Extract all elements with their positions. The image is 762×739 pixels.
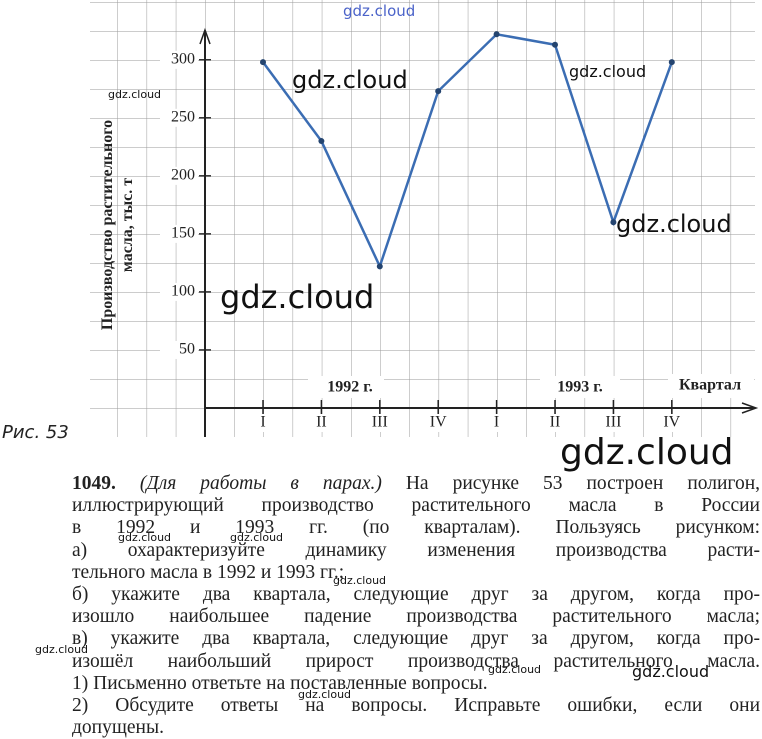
x-tick-label: II (316, 414, 327, 431)
tick-bg (599, 414, 628, 432)
data-point (493, 31, 500, 38)
exercise-line: б) укажите два квартала, следующие друг … (72, 584, 760, 605)
y-arrow (199, 27, 211, 45)
watermark: gdz.cloud (616, 210, 732, 238)
x-tick-label: II (550, 414, 561, 431)
data-point (668, 59, 675, 66)
exercise-line: 1) Письменно ответьте на поставленные во… (72, 672, 488, 694)
tick-bg (160, 282, 198, 301)
tick-bg (160, 224, 198, 243)
watermark: gdz.cloud (343, 2, 416, 20)
exercise-line: в 1992 и 1993 гг. (по кварталам). Пользу… (72, 517, 760, 539)
exercise-line: в) укажите два квартала, следующие друг … (72, 628, 760, 650)
exercise-text: На рисунке 53 построен полигон, (405, 473, 761, 494)
exercise-note: (Для работы в парах.) (139, 473, 382, 494)
year-label: 1992 г. (327, 379, 372, 396)
tick-bg (365, 414, 394, 432)
data-point (435, 88, 442, 95)
exercise-line: 1049. (Для работы в парах.) На рисунке 5… (72, 473, 760, 495)
exercise-line: изошло наибольшее падение производства р… (72, 606, 760, 628)
tick-bg (307, 414, 336, 432)
x-tick-label: III (605, 414, 621, 431)
exercise-line: изошёл наибольший прирост производства р… (72, 650, 760, 672)
watermark: gdz.cloud (292, 66, 408, 94)
watermark: gdz.cloud (220, 278, 375, 316)
y-tick-label: 250 (171, 109, 195, 126)
tick-bg (541, 414, 569, 432)
data-point (610, 219, 617, 226)
exercise-line: тельного масла в 1992 и 1993 гг.; (72, 561, 345, 583)
watermark: gdz.cloud (632, 662, 710, 681)
y-tick-label: 50 (179, 341, 195, 358)
exercise-line: иллюстрирующий производство растительног… (72, 495, 760, 517)
y-tick-label: 150 (171, 225, 195, 242)
exercise-number: 1049. (72, 473, 116, 494)
x-tick-label: I (260, 414, 265, 431)
watermark: gdz.cloud (35, 643, 89, 656)
chart: 1992 г. 1993 г. Квартал 50 100 150 200 250 30… (90, 0, 759, 437)
y-axis-label: Производство растительного масла, тыс. т (99, 119, 136, 331)
tick-bg (160, 50, 198, 69)
tick-bg (160, 166, 198, 185)
year-label: 1993 г. (557, 379, 602, 396)
watermark: gdz.cloud (333, 574, 387, 587)
y-tick-label: 200 (171, 167, 195, 184)
label-bg (540, 376, 620, 398)
watermark: gdz.cloud (118, 531, 172, 544)
label-bg (308, 376, 384, 398)
data-point (376, 263, 383, 270)
x-tick-label: III (372, 414, 388, 431)
watermark: gdz.cloud (230, 531, 284, 544)
grid-pattern (90, 0, 755, 437)
tick-bg (160, 108, 198, 127)
data-point (260, 59, 266, 66)
x-arrow (741, 402, 759, 414)
label-bg (668, 374, 754, 398)
watermark: gdz.cloud (560, 432, 734, 473)
exercise-line: а) охарактеризуйте динамику изменения пр… (72, 539, 760, 561)
data-point (552, 41, 558, 48)
exercise-line: 2) Обсудите ответы на вопросы. Исправьте… (72, 695, 760, 716)
x-axis-label: Квартал (679, 377, 741, 394)
x-tick-label: IV (430, 414, 447, 431)
y-tick-label: 300 (171, 50, 195, 67)
data-line (261, 32, 673, 270)
exercise-line: допущены. (72, 717, 164, 739)
tick-bg (424, 414, 453, 432)
x-tick-label: IV (663, 414, 680, 431)
figure-caption: Рис. 53 (2, 422, 69, 443)
data-point (318, 138, 325, 145)
x-tick-label: I (494, 414, 499, 431)
tick-bg (657, 414, 686, 432)
watermark: gdz.cloud (569, 62, 647, 81)
tick-bg (249, 414, 277, 432)
watermark: gdz.cloud (298, 688, 352, 701)
watermark: gdz.cloud (108, 88, 162, 101)
tick-bg (482, 414, 511, 432)
tick-bg (160, 340, 198, 359)
watermark: gdz.cloud (488, 663, 542, 676)
y-tick-label: 100 (171, 283, 195, 300)
